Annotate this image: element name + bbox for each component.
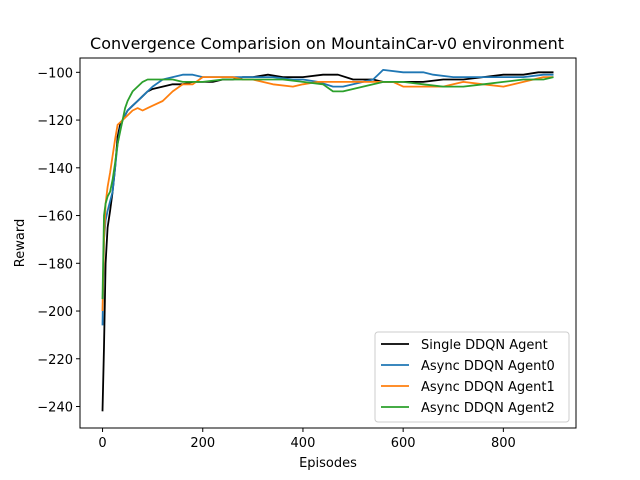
y-axis-label: Reward <box>13 219 28 267</box>
x-tick-label: 600 <box>391 436 416 451</box>
chart-title: Convergence Comparision on MountainCar-v… <box>90 34 564 53</box>
legend-label-2: Async DDQN Agent1 <box>421 380 555 395</box>
x-tick-label: 200 <box>190 436 215 451</box>
y-tick-label: −140 <box>37 162 73 177</box>
legend-label-1: Async DDQN Agent0 <box>421 359 555 374</box>
y-tick-label: −120 <box>37 114 73 129</box>
x-axis: 0 200 400 600 800 <box>98 428 516 451</box>
x-axis-label: Episodes <box>299 456 357 471</box>
y-axis: −240 −220 −200 −180 −160 −140 −120 −100 <box>37 66 80 416</box>
y-tick-label: −200 <box>37 305 73 320</box>
x-tick-label: 800 <box>491 436 516 451</box>
series-line-3 <box>101 76 554 300</box>
legend-label-0: Single DDQN Agent <box>421 338 548 353</box>
series-line-2 <box>101 76 554 312</box>
legend: Single DDQN Agent Async DDQN Agent0 Async … <box>374 331 570 423</box>
y-tick-label: −220 <box>37 353 73 368</box>
legend-box <box>374 331 570 423</box>
y-tick-label: −180 <box>37 257 73 272</box>
x-tick-label: 0 <box>98 436 106 451</box>
y-tick-label: −240 <box>37 401 73 416</box>
plot-area <box>101 69 554 412</box>
legend-label-3: Async DDQN Agent2 <box>421 401 555 416</box>
y-tick-label: −160 <box>37 210 73 225</box>
axes-frame <box>79 57 577 429</box>
x-tick-label: 400 <box>291 436 316 451</box>
y-tick-label: −100 <box>37 66 73 81</box>
